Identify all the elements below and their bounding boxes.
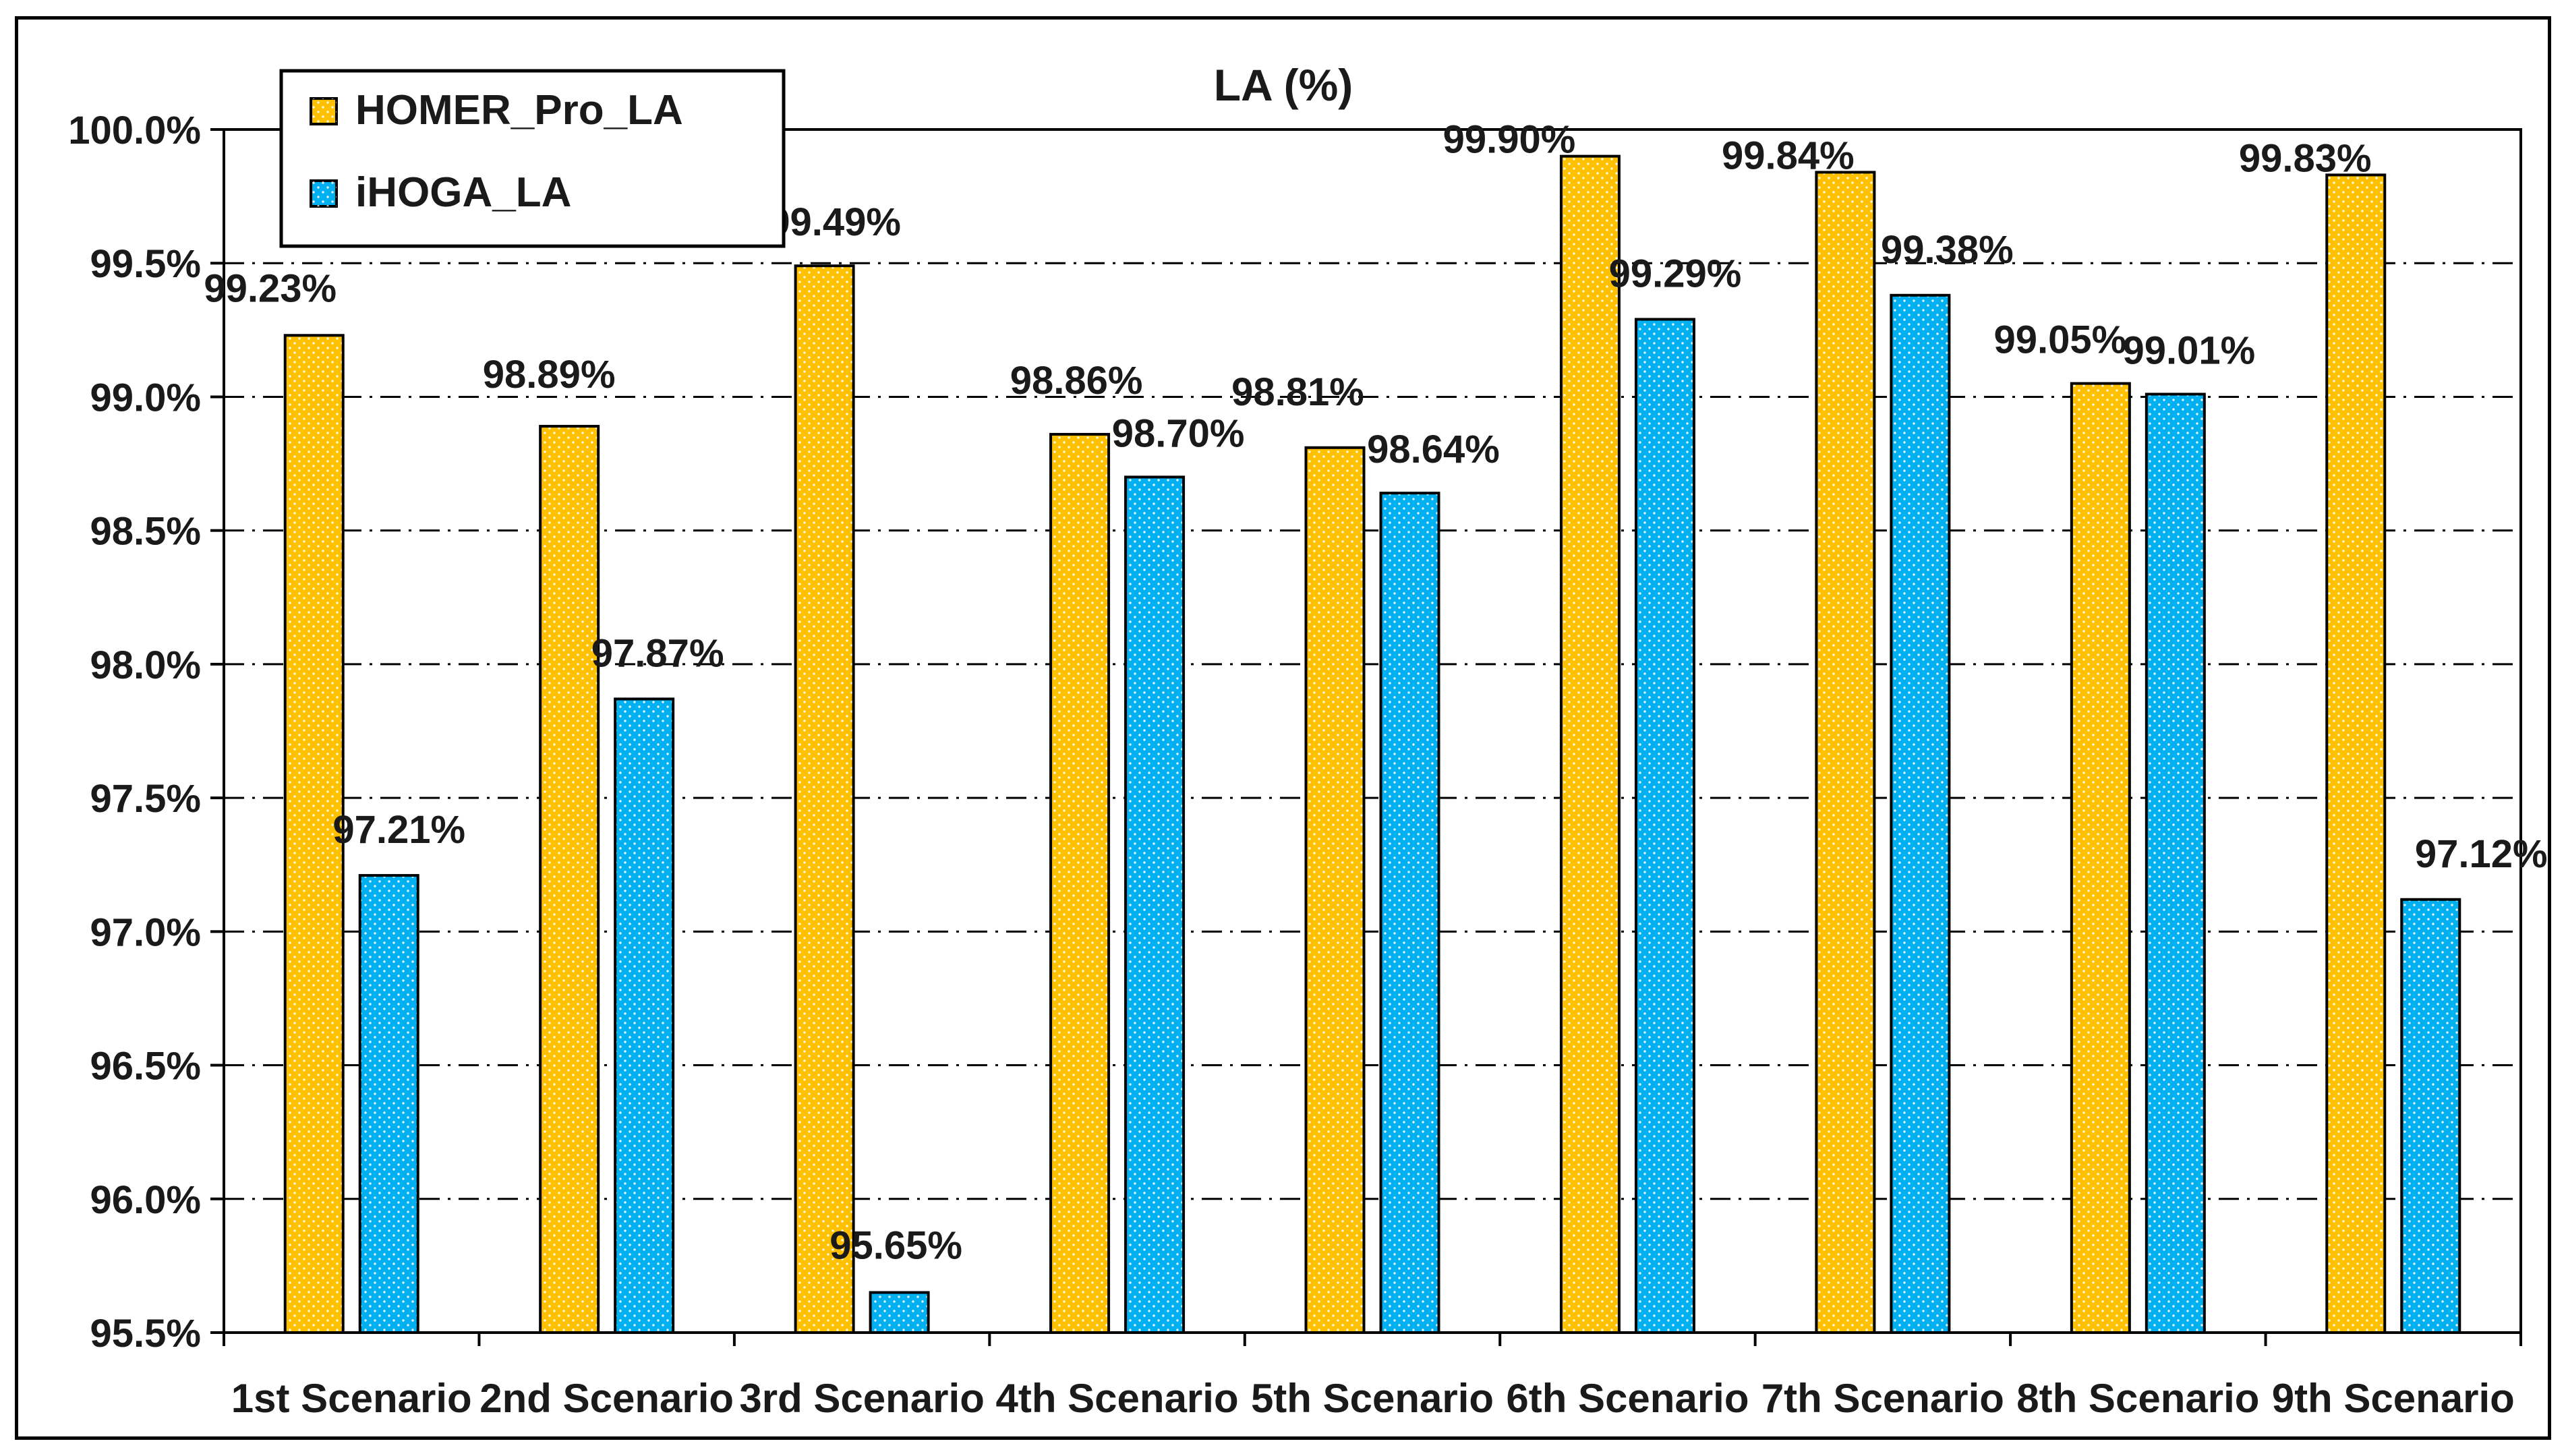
data-label-homer: 99.05% — [1993, 318, 2126, 362]
bar-ihoga-pattern — [2403, 900, 2459, 1331]
data-label-ihoga: 99.38% — [1881, 228, 2014, 272]
x-tick-label: 5th Scenario — [1251, 1376, 1494, 1421]
data-label-ihoga: 99.01% — [2122, 328, 2255, 372]
data-label-ihoga: 98.64% — [1367, 428, 1500, 471]
x-tick-label: 8th Scenario — [2016, 1376, 2259, 1421]
legend-label-ihoga: iHOGA_LA — [355, 169, 571, 216]
bar-homer-pattern — [1562, 157, 1618, 1332]
bar-homer-pattern — [286, 337, 342, 1331]
legend-swatch-ihoga-dots — [311, 181, 337, 206]
y-tick-label: 100.0% — [68, 109, 201, 152]
x-tick-label: 1st Scenario — [231, 1376, 472, 1421]
data-label-homer: 98.86% — [1010, 359, 1143, 403]
y-tick-label: 96.5% — [90, 1045, 201, 1088]
y-tick-label: 97.5% — [90, 777, 201, 821]
x-tick-label: 4th Scenario — [995, 1376, 1238, 1421]
data-label-homer: 99.84% — [1722, 134, 1855, 177]
y-tick-label: 98.0% — [90, 643, 201, 687]
data-label-homer: 99.23% — [204, 266, 337, 310]
bar-ihoga-pattern — [1382, 494, 1438, 1331]
legend-swatch-homer-dots — [311, 98, 337, 124]
bar-homer-pattern — [1817, 173, 1873, 1331]
x-tick-label: 6th Scenario — [1506, 1376, 1749, 1421]
data-label-homer: 98.89% — [483, 353, 616, 397]
bar-chart: 95.5% 96.0% 96.5% 97.0% 97.5% 98.0% 98.5% 99.0%… — [68, 60, 2548, 1421]
bar-ihoga-pattern — [1637, 320, 1693, 1331]
bar-homer-pattern — [2328, 176, 2384, 1332]
bar-homer-pattern — [2072, 384, 2128, 1331]
legend: HOMER_Pro_LA iHOGA_LA — [279, 69, 786, 248]
legend-label-homer: HOMER_Pro_LA — [355, 87, 683, 134]
bar-ihoga-pattern — [361, 877, 417, 1331]
y-tick-label: 99.5% — [90, 242, 201, 286]
bar-homer-pattern — [542, 428, 597, 1331]
data-label-ihoga: 99.29% — [1609, 252, 1742, 295]
x-tick-label: 9th Scenario — [2272, 1376, 2515, 1421]
y-tick-label: 98.5% — [90, 510, 201, 554]
data-label-ihoga: 97.87% — [591, 631, 724, 675]
bar-ihoga-pattern — [616, 700, 672, 1331]
chart-title: LA (%) — [1214, 60, 1353, 110]
data-label-homer: 98.81% — [1231, 370, 1364, 414]
y-tick-label: 97.0% — [90, 910, 201, 954]
bar-ihoga-pattern — [1892, 296, 1948, 1332]
plot-area-border — [223, 128, 2522, 1334]
x-tick-label: 7th Scenario — [1761, 1376, 2004, 1421]
x-tick-label: 2nd Scenario — [479, 1376, 734, 1421]
bar-ihoga-pattern — [1127, 478, 1183, 1331]
data-label-homer: 99.49% — [768, 200, 901, 244]
bar-ihoga-pattern — [871, 1293, 927, 1331]
data-label-ihoga: 98.70% — [1112, 411, 1245, 455]
data-label-homer: 99.83% — [2239, 136, 2372, 180]
bar-homer-pattern — [796, 267, 852, 1332]
y-tick-label: 99.0% — [90, 376, 201, 419]
bar-homer-pattern — [1307, 448, 1363, 1332]
y-tick-label: 96.0% — [90, 1178, 201, 1222]
bar-homer-pattern — [1052, 435, 1108, 1331]
data-label-ihoga: 95.65% — [829, 1224, 962, 1268]
chart-frame: 95.5% 96.0% 96.5% 97.0% 97.5% 98.0% 98.5% 99.0%… — [15, 16, 2551, 1440]
bar-ihoga-pattern — [2147, 395, 2203, 1331]
y-tick-label: 95.5% — [90, 1312, 201, 1356]
data-label-ihoga: 97.12% — [2415, 832, 2548, 876]
data-label-ihoga: 97.21% — [332, 808, 465, 852]
legend-box — [279, 69, 786, 248]
data-label-homer: 99.90% — [1443, 118, 1576, 162]
x-tick-label: 3rd Scenario — [739, 1376, 985, 1421]
